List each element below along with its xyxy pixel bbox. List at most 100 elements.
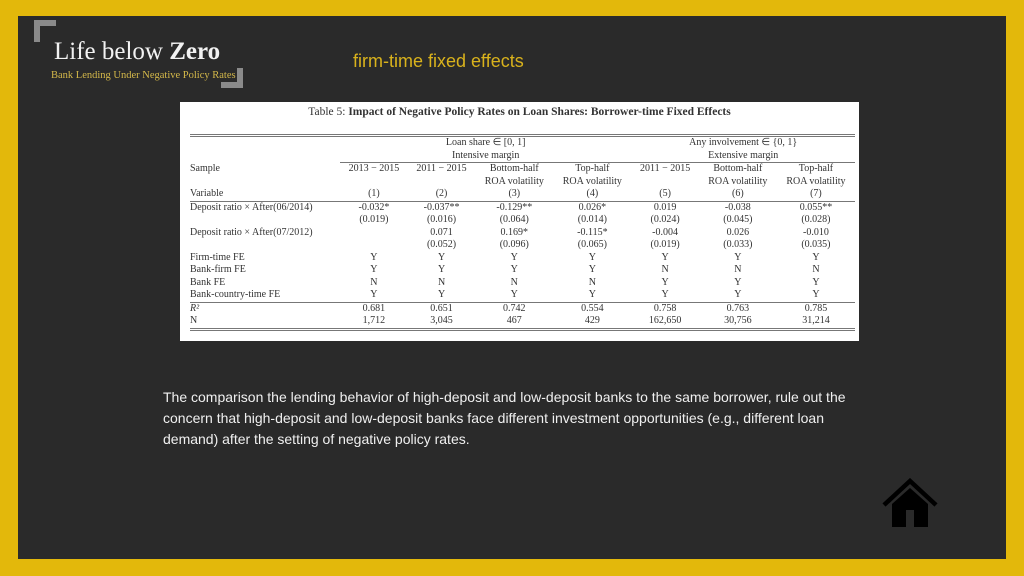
row-label: Deposit ratio × After(06/2014) (190, 201, 313, 213)
sample-row-2: ROA volatility ROA volatility ROA volati… (190, 176, 855, 189)
table-cell: (0.016) (426, 214, 457, 225)
column-number: (3) (508, 188, 521, 199)
row-label (190, 214, 340, 227)
row-label: Bank-country-time FE (190, 289, 281, 300)
table-cell: Y (510, 264, 518, 275)
table-cell: -0.010 (803, 226, 829, 238)
logo-title-regular: Life below (54, 38, 170, 65)
sample-cell: Top-half (798, 163, 834, 174)
table-cell: Y (734, 251, 742, 263)
sample-cell: 2011 − 2015 (416, 163, 467, 174)
table-cell: -0.129** (496, 201, 533, 213)
table-cell: Y (812, 251, 820, 263)
logo: Life below Zero Bank Lending Under Negat… (34, 20, 246, 90)
table-cell: (0.065) (577, 239, 607, 250)
table-cell: N (661, 264, 669, 275)
table-cell: N (370, 276, 378, 288)
table-cell: (0.024) (650, 214, 680, 225)
sample-cell: Bottom-half (713, 163, 763, 174)
table-cell: 0.554 (581, 302, 604, 314)
bracket-bottom-right-decoration (221, 68, 243, 88)
table-cell: 0.071 (430, 226, 453, 238)
table-cell: Y (661, 276, 669, 288)
table-row: (0.019) (0.016) (0.064) (0.014) (0.024) … (190, 214, 855, 227)
table-cell: N (588, 276, 596, 288)
table-cell: (0.028) (801, 214, 831, 225)
row-label: N (190, 315, 340, 331)
table-cell: 1,712 (340, 315, 408, 331)
table-cell: Y (588, 289, 596, 300)
logo-title-bold: Zero (169, 38, 221, 65)
column-number: (5) (659, 188, 671, 199)
variable-row: Variable (1) (2) (3) (4) (5) (6) (7) (190, 188, 855, 201)
variable-label: Variable (190, 188, 224, 199)
table-cell: (0.064) (499, 214, 529, 225)
table-cell: 0.742 (503, 302, 526, 314)
bracket-top-left-decoration (34, 20, 56, 42)
table-row: Bank FE N N N N Y Y Y (190, 277, 855, 290)
row-label: Firm-time FE (190, 251, 245, 263)
sample-cell: ROA volatility (708, 175, 768, 187)
sample-label: Sample (190, 162, 220, 174)
table-cell: 162,650 (631, 315, 699, 331)
group-header-row-2: Intensive margin Extensive margin (190, 149, 855, 163)
home-icon (882, 477, 938, 527)
table-cell: Y (370, 264, 378, 275)
sample-cell: Bottom-half (489, 163, 539, 174)
logo-subtitle: Bank Lending Under Negative Policy Rates (51, 70, 236, 81)
table-cell: 3,045 (407, 315, 476, 331)
group-header-extensive: Extensive margin (631, 149, 855, 163)
table-cell: -0.115* (577, 226, 608, 238)
table-cell: (0.035) (801, 239, 831, 250)
logo-title: Life below Zero (54, 38, 220, 66)
column-number: (1) (368, 188, 380, 199)
table-cell: (0.019) (650, 239, 680, 250)
sample-cell: Top-half (575, 163, 610, 174)
table-cell: (0.019) (359, 214, 389, 225)
table-cell: Y (510, 251, 518, 263)
table-cell: Y (510, 289, 518, 300)
slide-title: firm-time fixed effects (353, 51, 524, 71)
table-cell: N (510, 276, 518, 288)
table-cell: Y (588, 264, 596, 275)
row-label: R² (190, 302, 200, 314)
table-cell: Y (437, 289, 446, 300)
table-cell: 0.758 (653, 302, 677, 314)
table-cell: (0.045) (723, 214, 753, 225)
table-row: (0.052) (0.096) (0.065) (0.019) (0.033) … (190, 239, 855, 252)
sample-cell (631, 176, 698, 189)
table-cell: 429 (553, 315, 632, 331)
group-header-loan-share: Loan share ∈ [0, 1] (445, 137, 526, 148)
table-cell: Y (812, 276, 820, 288)
table-cell: 0.763 (726, 302, 750, 314)
table-cell: Y (661, 251, 669, 263)
table-row: Bank-country-time FE Y Y Y Y Y Y Y (190, 289, 855, 302)
table-cell: Y (588, 251, 596, 263)
home-button[interactable] (881, 477, 939, 530)
table-cell: 0.169* (500, 226, 529, 238)
table-row: Bank-firm FE Y Y Y Y N N N (190, 264, 855, 277)
table-cell: -0.004 (652, 226, 679, 238)
table-cell: 0.651 (430, 302, 453, 314)
table-cell: (0.014) (577, 214, 607, 225)
table-cell (340, 239, 408, 252)
row-label: Bank FE (190, 276, 226, 288)
table-cell: Y (734, 289, 742, 300)
sample-cell: ROA volatility (484, 175, 544, 187)
group-header-row-1: Loan share ∈ [0, 1] Any involvement ∈ {0… (190, 137, 855, 150)
slide-body-text: The comparison the lending behavior of h… (163, 389, 846, 447)
table-row: Deposit ratio × After(07/2012) 0.071 0.1… (190, 227, 855, 240)
table-cell (340, 227, 408, 240)
table-cell: (0.033) (723, 239, 753, 250)
table-cell: 467 (475, 315, 554, 331)
table-cell: -0.032* (358, 201, 390, 213)
table-cell: Y (734, 276, 742, 288)
regression-table: Loan share ∈ [0, 1] Any involvement ∈ {0… (190, 134, 855, 331)
table-cell: (0.096) (499, 239, 529, 250)
table-row: Firm-time FE Y Y Y Y Y Y Y (190, 252, 855, 265)
table-caption: Table 5: Impact of Negative Policy Rates… (180, 106, 859, 118)
table-cell: Y (370, 251, 378, 263)
table-cell: 0.785 (804, 302, 828, 314)
column-number: (4) (586, 188, 599, 199)
table-cell: 0.019 (653, 201, 677, 213)
